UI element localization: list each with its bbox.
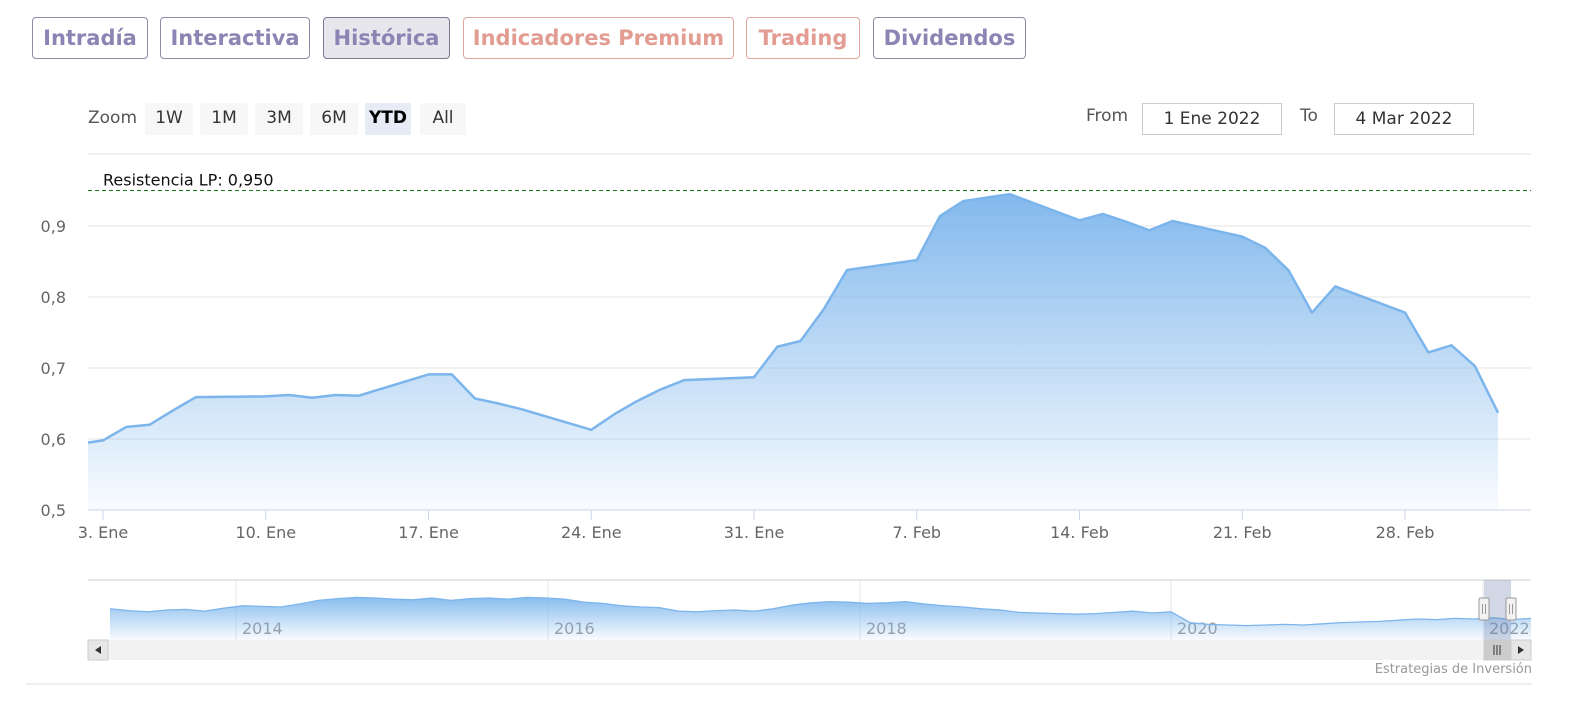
- navigator-handle-left[interactable]: [1478, 597, 1490, 621]
- x-tick-label: 17. Ene: [398, 523, 459, 542]
- to-label: To: [1300, 106, 1318, 126]
- x-tick-label: 28. Feb: [1376, 523, 1435, 542]
- scrollbar-track: [88, 640, 1531, 660]
- from-label: From: [1086, 106, 1129, 126]
- zoom-button-6m[interactable]: 6M: [310, 103, 358, 135]
- series-line: [87, 192, 1500, 444]
- navigator-handle-right[interactable]: [1505, 597, 1517, 621]
- y-tick-label: 0,6: [41, 430, 66, 449]
- tab-dividendos[interactable]: Dividendos: [873, 17, 1026, 59]
- y-tick-label: 0,7: [41, 359, 66, 378]
- navigator-line: [109, 596, 1532, 627]
- navigator-area: [110, 597, 1531, 640]
- from-date-input[interactable]: 1 Ene 2022: [1142, 103, 1282, 135]
- zoom-button-ytd[interactable]: YTD: [365, 103, 411, 135]
- y-tick-label: 0,5: [41, 501, 66, 520]
- series-area: [88, 194, 1498, 510]
- zoom-button-1m[interactable]: 1M: [200, 103, 248, 135]
- scroll-left-arrow-icon: [95, 646, 101, 654]
- resistance-label: Resistencia LP: 0,950: [103, 171, 274, 190]
- x-tick-label: 3. Ene: [78, 523, 128, 542]
- zoom-button-all[interactable]: All: [420, 103, 466, 135]
- tab-indicadores-premium[interactable]: Indicadores Premium: [463, 17, 734, 59]
- x-tick-label: 7. Feb: [892, 523, 941, 542]
- to-date-input[interactable]: 4 Mar 2022: [1334, 103, 1474, 135]
- y-tick-label: 0,8: [41, 288, 66, 307]
- x-tick-label: 21. Feb: [1213, 523, 1272, 542]
- x-tick-label: 14. Feb: [1050, 523, 1109, 542]
- tab-trading[interactable]: Trading: [746, 17, 860, 59]
- zoom-label: Zoom: [88, 108, 138, 128]
- x-tick-label: 10. Ene: [235, 523, 296, 542]
- x-tick-label: 31. Ene: [724, 523, 785, 542]
- zoom-button-3m[interactable]: 3M: [255, 103, 303, 135]
- scroll-right-arrow-icon: [1518, 646, 1524, 654]
- tab-histórica[interactable]: Histórica: [323, 17, 450, 59]
- chart-credit: Estrategias de Inversión: [1374, 662, 1532, 677]
- y-tick-label: 0,9: [41, 217, 66, 236]
- tab-interactiva[interactable]: Interactiva: [160, 17, 310, 59]
- zoom-button-1w[interactable]: 1W: [145, 103, 193, 135]
- tab-intradía[interactable]: Intradía: [32, 17, 148, 59]
- x-tick-label: 24. Ene: [561, 523, 622, 542]
